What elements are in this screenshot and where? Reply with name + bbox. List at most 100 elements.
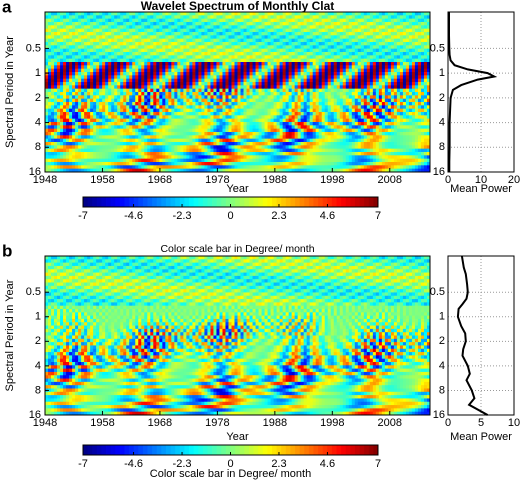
heatmap-cell xyxy=(387,125,392,130)
heatmap-cell xyxy=(159,82,163,86)
heatmap-cell xyxy=(72,102,76,106)
heatmap-cell xyxy=(45,105,49,110)
heatmap-cell xyxy=(177,118,181,123)
heatmap-cell xyxy=(144,132,148,136)
heatmap-cell xyxy=(90,98,94,103)
heatmap-cell xyxy=(168,122,172,126)
heatmap-cell xyxy=(324,48,329,53)
heatmap-cell xyxy=(375,132,380,136)
heatmap-cell xyxy=(270,128,274,133)
heatmap-cell xyxy=(234,128,238,133)
heatmap-cell xyxy=(264,15,268,20)
heatmap-cell xyxy=(150,52,154,56)
heatmap-cell xyxy=(204,78,208,83)
heatmap-cell xyxy=(291,95,296,100)
heatmap-cell xyxy=(327,85,332,90)
heatmap-cell xyxy=(312,52,317,56)
heatmap-cell xyxy=(135,42,139,46)
heatmap-cell xyxy=(363,55,368,60)
heatmap-cell xyxy=(198,128,202,133)
heatmap-cell xyxy=(282,95,287,100)
heatmap-cell xyxy=(426,65,431,70)
heatmap-cell xyxy=(108,62,112,66)
heatmap-cell xyxy=(183,115,187,120)
heatmap-cell xyxy=(45,55,49,60)
heatmap-cell xyxy=(381,98,386,103)
heatmap-cell xyxy=(93,52,97,56)
heatmap-cell xyxy=(363,42,368,46)
heatmap-cell xyxy=(402,105,407,110)
heatmap-cell xyxy=(45,35,49,40)
heatmap-cell xyxy=(162,132,166,136)
heatmap-cell xyxy=(345,42,350,46)
heatmap-cell xyxy=(237,55,241,60)
heatmap-cell xyxy=(258,38,262,43)
heatmap-cell xyxy=(309,102,314,106)
heatmap-cell xyxy=(366,95,371,100)
heatmap-cell xyxy=(345,58,350,63)
heatmap-cell xyxy=(69,65,73,70)
heatmap-cell xyxy=(372,75,377,80)
heatmap-cell xyxy=(174,72,178,76)
heatmap-cell xyxy=(147,25,151,30)
heatmap-cell xyxy=(342,128,347,133)
heatmap-cell xyxy=(261,62,265,66)
heatmap-cell xyxy=(45,62,49,66)
heatmap-cell xyxy=(51,75,55,80)
heatmap-cell xyxy=(162,45,166,50)
heatmap-cell xyxy=(192,62,196,66)
heatmap-cell xyxy=(282,72,287,76)
heatmap-cell xyxy=(129,22,133,26)
heatmap-cell xyxy=(150,105,154,110)
heatmap-cell xyxy=(264,28,268,33)
heatmap-cell xyxy=(60,52,64,56)
heatmap-cell xyxy=(294,122,299,126)
heatmap-cell xyxy=(276,55,281,60)
heatmap-cell xyxy=(414,65,419,70)
heatmap-cell xyxy=(270,35,274,40)
heatmap-cell xyxy=(252,58,256,63)
heatmap-cell xyxy=(189,95,193,100)
heatmap-cell xyxy=(63,65,67,70)
heatmap-cell xyxy=(234,75,238,80)
heatmap-cell xyxy=(267,15,271,20)
heatmap-cell xyxy=(66,82,70,86)
heatmap xyxy=(45,12,431,173)
heatmap-cell xyxy=(162,82,166,86)
heatmap-cell xyxy=(228,112,232,116)
heatmap-cell xyxy=(93,108,97,113)
heatmap-cell xyxy=(387,48,392,53)
heatmap-cell xyxy=(66,92,70,96)
heatmap-cell xyxy=(354,115,359,120)
heatmap-cell xyxy=(216,105,220,110)
heatmap-cell xyxy=(51,35,55,40)
heatmap-cell xyxy=(135,95,139,100)
heatmap-cell xyxy=(96,85,100,90)
heatmap-cell xyxy=(414,115,419,120)
heatmap-cell xyxy=(186,12,190,16)
heatmap-cell xyxy=(351,65,356,70)
heatmap-cell xyxy=(129,25,133,30)
heatmap-cell xyxy=(75,78,79,83)
heatmap-cell xyxy=(399,122,404,126)
heatmap-cell xyxy=(381,78,386,83)
heatmap-cell xyxy=(414,108,419,113)
heatmap-cell xyxy=(390,58,395,63)
heatmap-cell xyxy=(105,112,109,116)
heatmap-cell xyxy=(48,118,52,123)
heatmap-cell xyxy=(117,115,121,120)
heatmap-cell xyxy=(81,15,85,20)
heatmap-cell xyxy=(246,68,250,73)
heatmap-cell xyxy=(312,15,317,20)
heatmap-cell xyxy=(408,95,413,100)
heatmap-cell xyxy=(288,25,293,30)
heatmap-cell xyxy=(375,52,380,56)
heatmap-cell xyxy=(426,62,431,66)
heatmap-cell xyxy=(333,48,338,53)
heatmap-cell xyxy=(378,122,383,126)
heatmap-cell xyxy=(75,75,79,80)
heatmap-cell xyxy=(348,62,353,66)
heatmap-cell xyxy=(315,115,320,120)
heatmap-cell xyxy=(357,45,362,50)
heatmap-cell xyxy=(231,122,235,126)
